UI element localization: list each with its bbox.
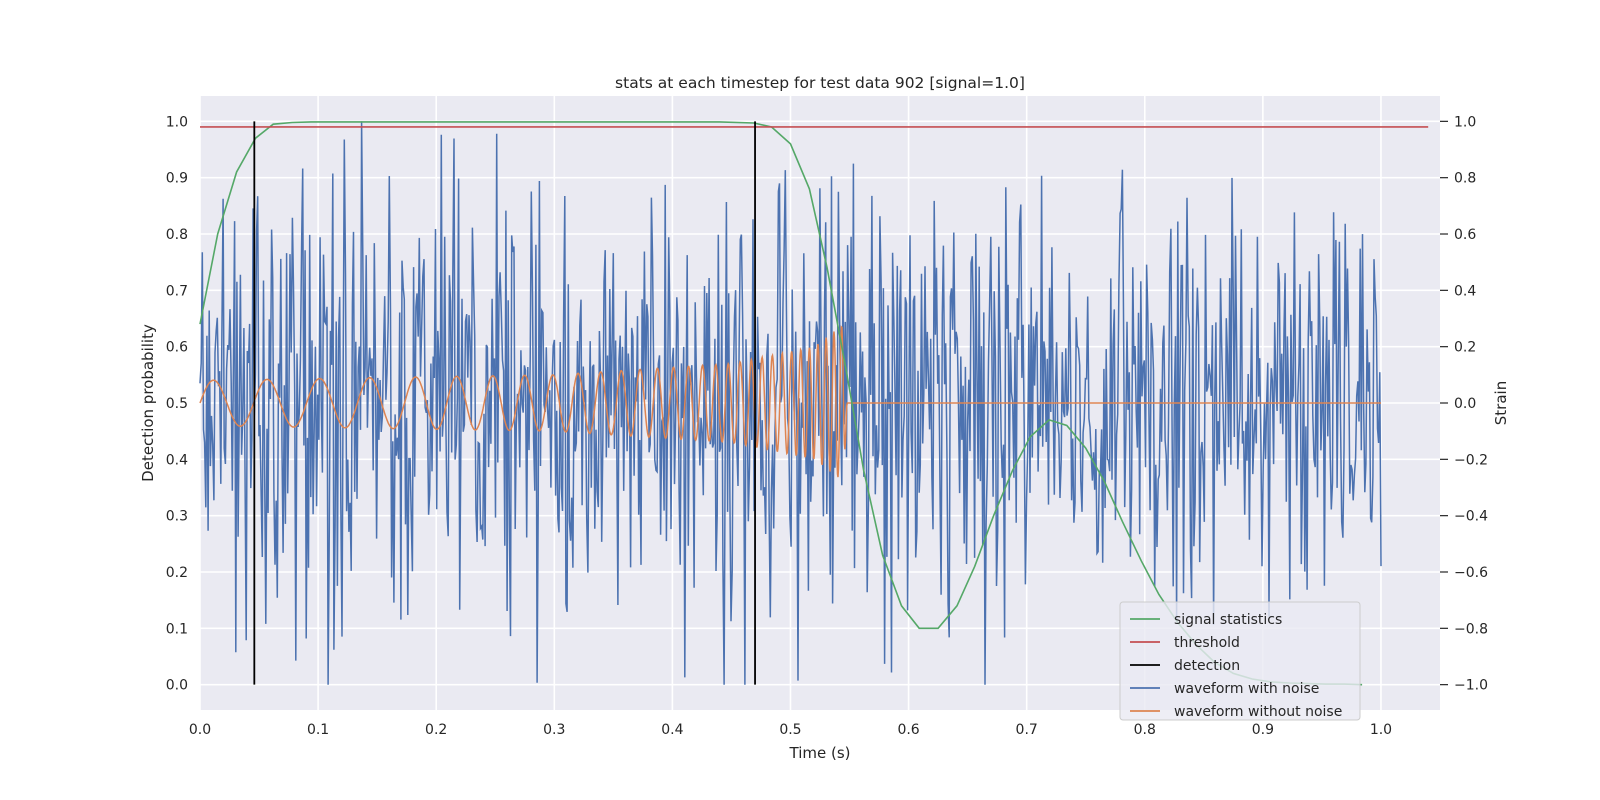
y-tick-label: 0.1	[166, 621, 188, 637]
x-axis-label: Time (s)	[789, 744, 851, 762]
y2-tick-label: 0.6	[1454, 227, 1476, 243]
legend-label-waveform-without-noise: waveform without noise	[1174, 704, 1342, 720]
x-tick-label: 0.5	[779, 722, 801, 738]
y2-tick-label: 0.8	[1454, 171, 1476, 187]
y2-tick-label: −1.0	[1454, 678, 1488, 694]
y-axis-label: Detection probability	[139, 324, 157, 482]
y2-tick-label: −0.2	[1454, 452, 1488, 468]
legend-label-threshold: threshold	[1174, 635, 1240, 651]
legend-label-detection: detection	[1174, 658, 1240, 674]
legend-label-waveform-with-noise: waveform with noise	[1174, 681, 1319, 697]
legend: signal statistics threshold detection wavef…	[1119, 601, 1361, 721]
waveform-without-noise-line	[199, 325, 1381, 478]
x-tick-label: 0.3	[543, 722, 565, 738]
y-tick-label: 0.4	[166, 452, 188, 468]
y2-tick-label: 0.2	[1454, 340, 1476, 356]
x-tick-label: 1.0	[1370, 722, 1392, 738]
legend-label-signal-statistics: signal statistics	[1174, 612, 1282, 628]
y-tick-label: 1.0	[166, 114, 188, 130]
x-tick-label: 0.2	[425, 722, 447, 738]
y-tick-label: 0.6	[166, 340, 188, 356]
x-tick-label: 0.9	[1252, 722, 1274, 738]
y-tick-label: 0.8	[166, 227, 188, 243]
y-tick-label: 0.5	[166, 396, 188, 412]
y2-tick-label: −0.6	[1454, 565, 1488, 581]
series-layer	[199, 121, 1429, 686]
y2-tick-label: 0.4	[1454, 283, 1476, 299]
y2-axis-ticks: −1.0 −0.8 −0.6 −0.4 −0.2 0.0 0.2 0.4 0.6 0.8 1.0	[1440, 114, 1488, 694]
x-tick-label: 0.4	[661, 722, 683, 738]
legend-box	[1119, 601, 1361, 721]
y2-tick-label: −0.8	[1454, 621, 1488, 637]
y-axis-ticks: 0.0 0.1 0.2 0.3 0.4 0.5 0.6 0.7 0.8 0.9 1.0	[166, 114, 188, 693]
waveform-with-noise-line	[199, 121, 1382, 685]
x-tick-label: 0.7	[1016, 722, 1038, 738]
chart-title: stats at each timestep for test data 902…	[615, 74, 1025, 92]
y-tick-label: 0.0	[166, 678, 188, 694]
x-tick-label: 0.6	[897, 722, 919, 738]
x-tick-label: 0.1	[307, 722, 329, 738]
y-tick-label: 0.7	[166, 283, 188, 299]
x-tick-label: 0.0	[189, 722, 211, 738]
y2-tick-label: 1.0	[1454, 114, 1476, 130]
y-tick-label: 0.2	[166, 565, 188, 581]
y-tick-label: 0.9	[166, 171, 188, 187]
x-axis-ticks: 0.0 0.1 0.2 0.3 0.4 0.5 0.6 0.7 0.8 0.9 1.0	[189, 722, 1392, 738]
y2-tick-label: 0.0	[1454, 396, 1476, 412]
y-tick-label: 0.3	[166, 509, 188, 525]
y2-axis-label: Strain	[1492, 381, 1510, 425]
x-tick-label: 0.8	[1134, 722, 1156, 738]
y2-tick-label: −0.4	[1454, 509, 1488, 525]
